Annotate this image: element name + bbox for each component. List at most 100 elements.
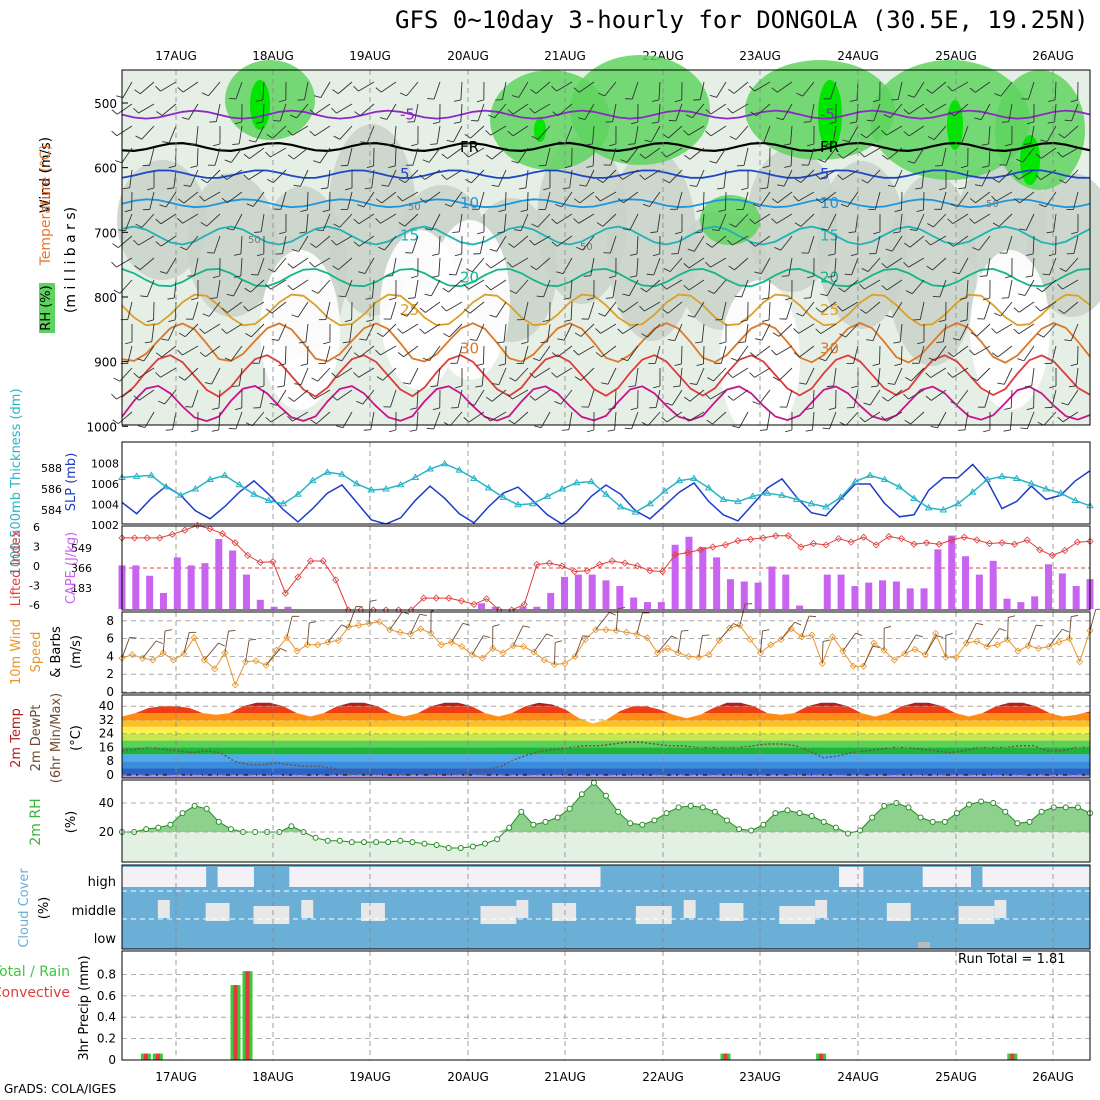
upper-wind-barb: [915, 187, 923, 190]
upper-wind-barb: [293, 184, 301, 187]
upper-wind-barb: [438, 235, 441, 254]
wind10m-tick-label: 0: [106, 685, 114, 699]
upper-wind-barb: [183, 191, 199, 204]
cape-bar: [478, 603, 486, 609]
upper-wind-barb: [688, 125, 705, 136]
upper-wind-barb: [485, 154, 493, 160]
cape-bar: [242, 574, 250, 609]
cape-bar: [1045, 564, 1053, 609]
lifted-index-marker: [1036, 546, 1044, 554]
wind10m-marker: [653, 649, 662, 657]
upper-wind-barb: [530, 89, 537, 94]
upper-wind-barb: [190, 165, 198, 168]
upper-wind-barb: [1071, 103, 1079, 121]
upper-wind-barb: [570, 301, 573, 321]
thickness-marker: [264, 496, 273, 504]
upper-wind-barb: [520, 213, 529, 231]
wind10m-marker: [581, 635, 589, 644]
upper-wind-barb: [278, 363, 286, 366]
upper-wind-barb: [881, 129, 887, 136]
upper-wind-barb: [159, 271, 167, 274]
upper-wind-barb: [184, 367, 199, 381]
upper-wind-barb: [287, 130, 293, 136]
cloud-middle-clear: [958, 906, 995, 924]
upper-wind-barb: [173, 279, 177, 298]
upper-wind-barb: [818, 159, 826, 163]
upper-wind-barb: [125, 341, 133, 345]
thickness-marker: [396, 480, 405, 488]
cape-bar: [533, 606, 541, 609]
upper-wind-barb: [514, 229, 522, 232]
rh-gray-area: [817, 161, 907, 329]
upper-wind-barb: [870, 385, 879, 388]
lifted-index-marker: [621, 559, 629, 567]
upper-wind-barb: [687, 248, 695, 252]
upper-wind-barb: [404, 213, 419, 227]
thickness-marker: [924, 503, 933, 511]
upper-wind-barb: [146, 279, 155, 297]
upper-wind-barb: [675, 231, 683, 235]
isotherm-label: 20: [460, 269, 479, 287]
upper-wind-barb: [651, 99, 660, 102]
wind10m-barb: [280, 647, 287, 652]
upper-wind-barb: [969, 218, 975, 224]
thickness-marker: [851, 477, 860, 485]
upper-wind-barb: [948, 111, 955, 117]
upper-wind-barb: [509, 289, 517, 294]
upper-wind-barb: [414, 279, 419, 298]
rh2m-marker: [542, 818, 549, 825]
upper-wind-barb: [650, 231, 658, 234]
upper-wind-barb: [323, 341, 331, 345]
wind10m-marker: [427, 629, 435, 637]
upper-wind-barb: [935, 345, 947, 361]
upper-wind-barb: [183, 184, 191, 187]
upper-wind-barb: [982, 165, 990, 168]
upper-wind-barb: [322, 213, 331, 231]
upper-wind-barb: [407, 297, 416, 299]
upper-wind-barb: [992, 222, 1000, 227]
upper-wind-barb: [727, 372, 734, 378]
isotherm-label: 30: [820, 340, 839, 358]
rh2m-marker: [736, 826, 743, 833]
upper-wind-barb: [158, 400, 165, 405]
upper-wind-barb: [903, 261, 909, 268]
wind10m-marker: [633, 630, 641, 638]
upper-wind-barb: [1018, 169, 1035, 180]
slp-tick-label: 1006: [91, 478, 119, 491]
upper-wind-barb: [800, 169, 815, 183]
thickness-marker: [998, 472, 1006, 479]
upper-wind-barb: [981, 169, 991, 187]
upper-wind-barb: [111, 261, 117, 268]
upper-wind-barb: [336, 367, 353, 379]
upper-wind-barb: [762, 165, 770, 169]
wind10m-marker: [602, 626, 610, 634]
upper-wind-barb: [617, 307, 624, 313]
cloud-middle-clear: [516, 900, 529, 918]
wind10m-marker: [890, 656, 898, 664]
rh-contour-label: 50: [248, 235, 261, 246]
upper-wind-barb: [950, 203, 958, 208]
thickness-marker: [176, 491, 185, 498]
upper-wind-barb: [298, 235, 309, 252]
wind10m-barb: [471, 635, 484, 655]
cloud-high-clear: [181, 867, 195, 887]
rh-gray-area: [187, 173, 277, 317]
upper-wind-barb: [358, 367, 375, 378]
upper-wind-barb: [727, 107, 733, 114]
wind10m-barb: [739, 603, 746, 626]
upper-wind-barb: [177, 198, 185, 204]
upper-wind-barb: [903, 393, 909, 400]
upper-wind-barb: [904, 242, 911, 248]
upper-wind-barb: [623, 301, 639, 313]
thickness-marker: [704, 483, 713, 491]
upper-wind-barb: [683, 285, 690, 291]
rh-gray-area: [117, 160, 207, 280]
cape-bar: [643, 602, 651, 609]
upper-wind-barb: [205, 345, 221, 358]
upper-wind-barb: [490, 411, 507, 422]
upper-wind-barb: [642, 203, 650, 208]
upper-wind-barb: [378, 246, 385, 251]
upper-wind-barb: [498, 169, 507, 187]
upper-wind-barb: [403, 345, 419, 358]
upper-wind-barb: [431, 279, 441, 297]
